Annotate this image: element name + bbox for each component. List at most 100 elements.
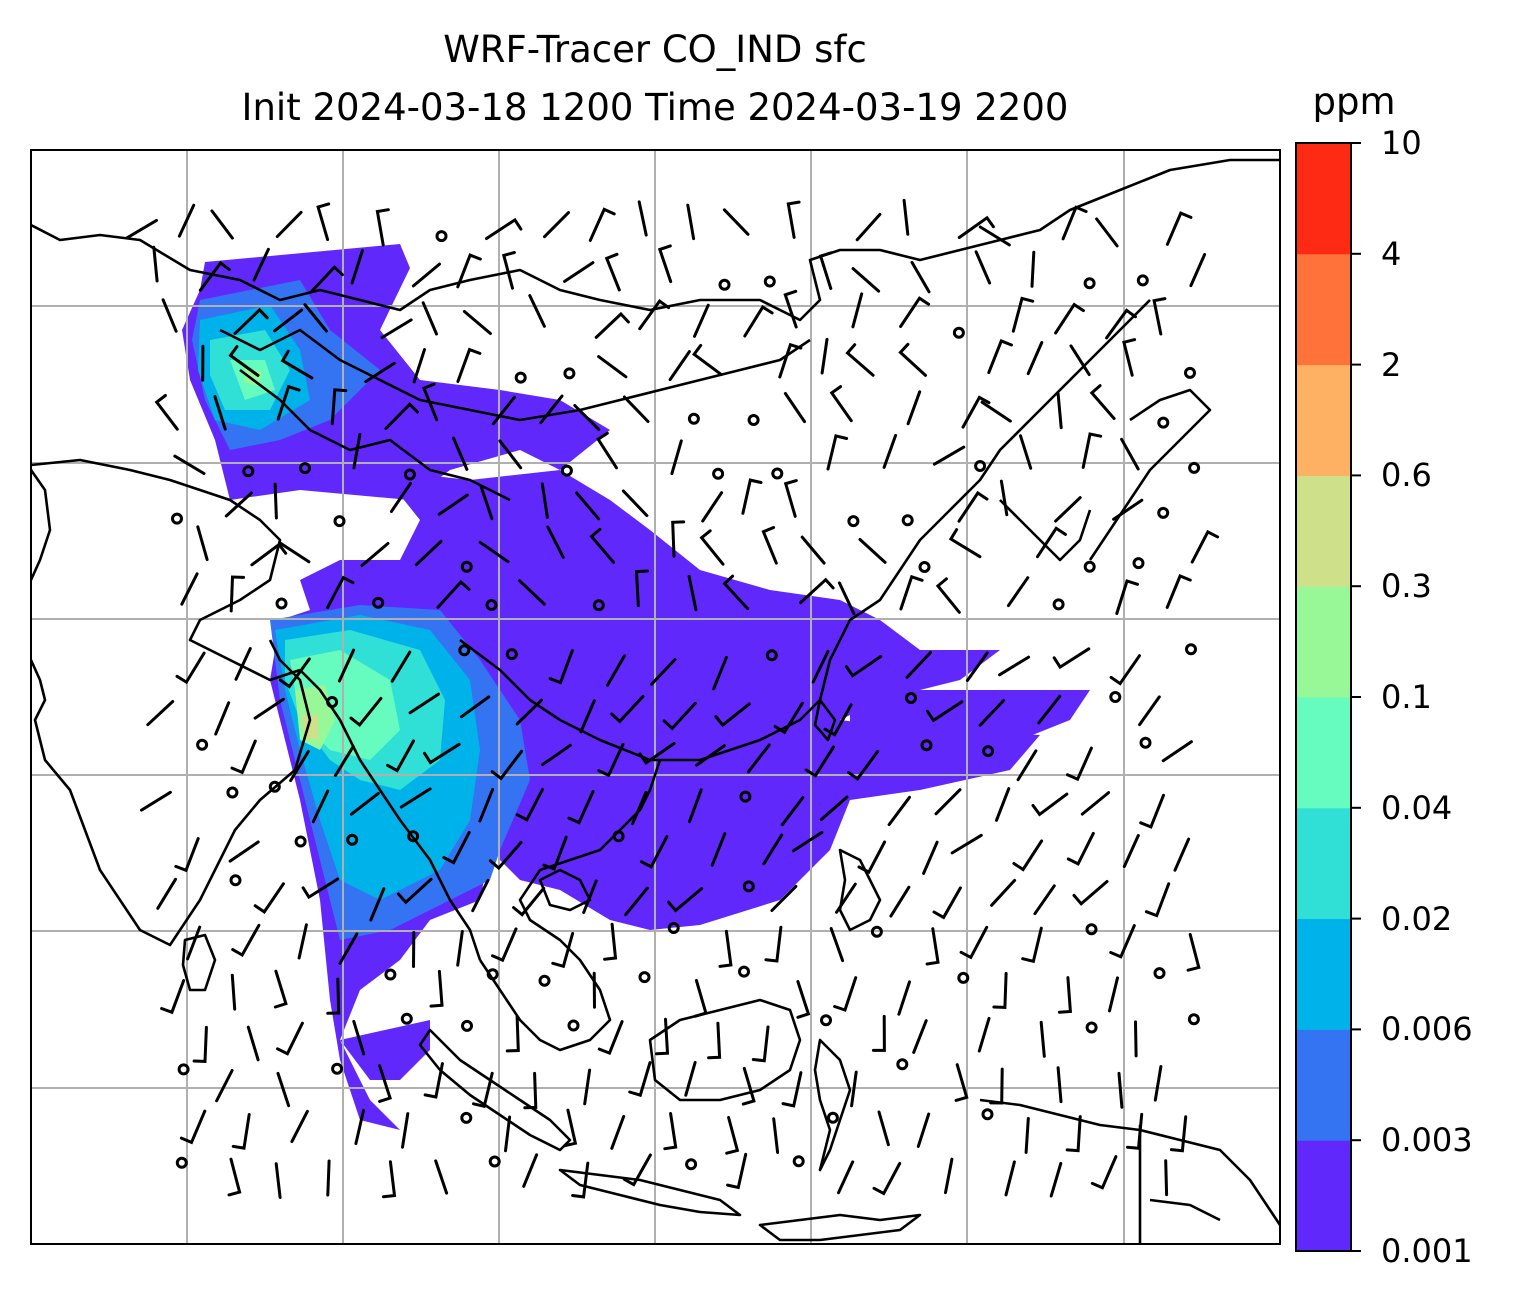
wind-barb [192,1025,208,1063]
wind-barb [1030,250,1036,288]
wind-barb [858,538,887,564]
calm-wind-circle [299,462,311,475]
wind-barb [198,260,231,292]
coastline-philippines [838,848,882,932]
calm-wind-circle [1083,277,1096,290]
border-china-north [31,158,1280,322]
wind-barb [421,301,438,336]
wind-barb [471,878,490,913]
wind-barb [872,1162,902,1196]
wind-barb [491,395,516,426]
wind-barb [423,742,461,765]
calm-wind-circle [268,780,281,793]
wind-barb [684,1061,697,1097]
wind-barb [411,262,441,288]
wind-barb [934,788,962,816]
wind-barb [364,361,396,384]
wind-barb [637,200,648,237]
wind-barb [1144,882,1171,918]
wind-barb [1112,498,1144,521]
wind-barb [961,395,991,429]
wind-barb [829,385,853,423]
wind-barb [686,203,696,241]
wind-barb [146,700,175,727]
wind-barb [228,345,260,377]
calm-wind-circle [901,514,914,527]
calm-wind-circle [771,467,784,480]
wind-barb [1066,831,1095,866]
wind-barb [944,1157,954,1195]
calm-wind-circle [384,968,397,981]
wind-barb [563,1108,578,1148]
wind-barb [1115,579,1139,615]
coastline-timor [758,1213,922,1242]
wind-barb [1138,695,1161,727]
wind-barb [1006,576,1030,608]
wind-barb [330,388,348,426]
calm-wind-circle [461,1019,473,1032]
calm-wind-circle [1083,560,1096,573]
wind-barb [274,1162,282,1199]
wind-barb [273,969,288,1009]
wind-barb [280,349,314,380]
wind-barb [278,657,311,689]
wind-barb [804,745,835,778]
wind-barb [1016,749,1038,782]
wind-barb [505,1015,520,1053]
wind-barb [1081,432,1103,469]
coastline-java [558,1168,742,1217]
wind-barb [246,1025,260,1062]
wind-barb [1095,217,1119,248]
wind-barb [770,884,798,912]
wind-barb [215,1069,234,1103]
wind-barb [606,654,626,687]
wind-barb [442,830,471,865]
wind-barb [1026,341,1044,376]
plume-south-tail [340,1020,430,1080]
colorbar-unit-label: ppm [1312,80,1396,123]
wind-barb [382,1160,397,1199]
wind-barb [303,303,328,333]
wind-barb [850,1070,858,1108]
wind-barb [515,698,543,726]
wind-barb [1037,694,1062,725]
calm-wind-circle [567,1019,580,1032]
wind-barb [233,307,269,335]
wind-barb [610,695,645,724]
wind-barb [541,743,572,767]
calm-wind-circle [175,1156,188,1169]
wind-barb [152,245,159,283]
wind-barb [638,742,676,765]
wind-barb [932,886,962,920]
wind-barb [1109,654,1141,686]
wind-barb [459,695,491,719]
wind-barb [1139,793,1165,829]
wind-barb [174,837,200,873]
wind-barb [978,699,1006,727]
wind-barb [498,439,523,470]
wind-barb [515,788,544,822]
colorbar-tick-label: 0.3 [1381,567,1432,606]
calm-wind-circle [1184,366,1196,379]
wind-barb [396,877,433,905]
calm-wind-circle [747,414,760,426]
calm-wind-circle [275,597,288,610]
wind-barb [1065,1115,1082,1153]
wind-barb [610,1114,626,1150]
calm-wind-circle [226,786,239,799]
wind-barb [819,795,849,821]
coastline-sri-lanka [181,933,217,992]
wind-barb [1061,205,1088,241]
wind-barb [1126,1112,1144,1150]
wind-barb [624,886,649,917]
wind-barb [1161,740,1193,763]
colorbar-band [1296,918,1351,1030]
calm-wind-circle [1085,1021,1098,1034]
wind-barb [1117,1071,1124,1109]
wind-barb [710,832,727,867]
wind-barb [603,922,618,961]
wind-barb [741,478,763,515]
wind-barb [173,454,206,475]
calm-wind-circle [294,835,307,848]
wind-barb [764,925,783,963]
